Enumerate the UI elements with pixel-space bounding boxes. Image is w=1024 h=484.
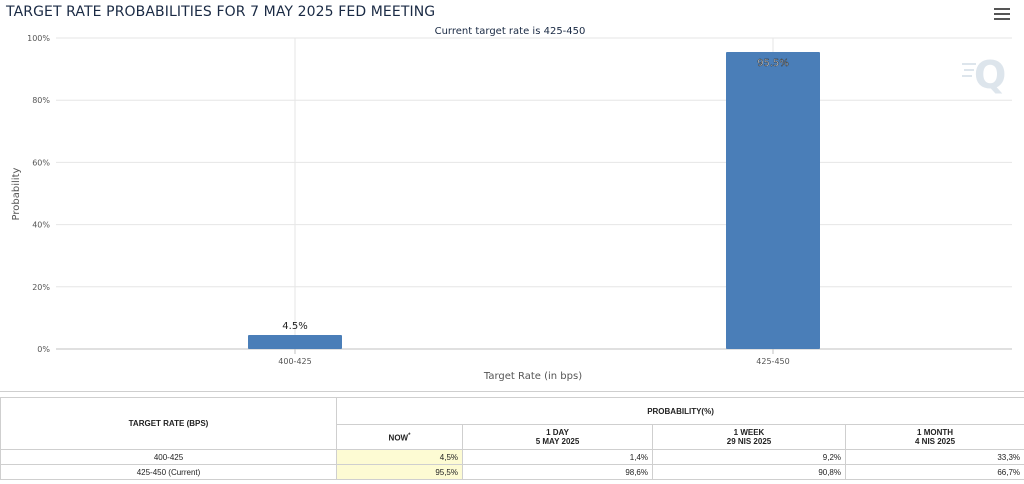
probability-cell: 4,5% <box>336 449 463 465</box>
x-tick-label: 400-425 <box>278 357 311 366</box>
x-tick-label: 425-450 <box>756 357 789 366</box>
period-date: 4 NIS 2025 <box>915 437 956 446</box>
footnote-marker: * <box>408 432 411 439</box>
period-label: 1 DAY <box>546 428 569 437</box>
probability-cell: 95,5% <box>336 464 463 480</box>
period-date: 5 MAY 2025 <box>535 437 580 446</box>
y-tick-label: 40% <box>32 221 50 230</box>
page-title: TARGET RATE PROBABILITIES FOR 7 MAY 2025… <box>6 4 436 20</box>
bar-value-label: 4.5% <box>282 321 307 332</box>
cme-q-logo-icon: Q <box>962 53 1006 97</box>
y-tick-label: 100% <box>27 34 50 43</box>
period-header-2: 1 WEEK 29 NIS 2025 <box>652 424 846 450</box>
period-label: 1 MONTH <box>917 428 954 437</box>
bar-value-label: 95.5% <box>757 58 789 69</box>
probability-cell: 98,6% <box>462 464 653 480</box>
probability-header: PROBABILITY(%) <box>335 397 1024 425</box>
probability-table: TARGET RATE (BPS) PROBABILITY(%) NOW* 1 D… <box>0 397 1024 480</box>
table-row: 400-425 4,5% 1,4% 9,2% 33,3% <box>0 449 1024 465</box>
period-header-3: 1 MONTH 4 NIS 2025 <box>844 424 1024 450</box>
period-date: 29 NIS 2025 <box>726 437 772 446</box>
x-axis-label: Target Rate (in bps) <box>483 371 582 382</box>
probability-cell: 9,2% <box>652 449 846 465</box>
row-label: 400-425 <box>0 449 337 465</box>
hamburger-menu-icon[interactable] <box>994 8 1010 20</box>
bar-chart: Current target rate is 425-450 0% 20% 40% 6… <box>11 26 1012 382</box>
period-label: 1 WEEK <box>733 428 765 437</box>
y-tick-label: 0% <box>37 345 50 354</box>
table-row: 425-450 (Current) 95,5% 98,6% 90,8% 66,7% <box>0 464 1024 480</box>
probability-cell: 1,4% <box>462 449 653 465</box>
y-tick-label: 20% <box>32 283 50 292</box>
row-label: 425-450 (Current) <box>0 464 337 480</box>
bar-400-425[interactable] <box>248 335 342 349</box>
y-tick-label: 60% <box>32 158 50 167</box>
chart-subtitle: Current target rate is 425-450 <box>435 26 586 37</box>
chart-panel: Current target rate is 425-450 0% 20% 40% 6… <box>0 4 1024 392</box>
period-header-0: NOW* <box>336 424 463 450</box>
bar-425-450[interactable] <box>726 51 820 350</box>
target-rate-header: TARGET RATE (BPS) <box>0 397 337 450</box>
svg-text:Q: Q <box>974 53 1006 97</box>
probability-cell: 90,8% <box>652 464 846 480</box>
period-label: NOW <box>388 433 409 443</box>
probability-cell: 33,3% <box>844 449 1024 465</box>
y-axis-label: Probability <box>11 167 22 220</box>
y-tick-label: 80% <box>32 96 50 105</box>
probability-cell: 66,7% <box>844 464 1024 480</box>
period-header-1: 1 DAY 5 MAY 2025 <box>462 424 653 450</box>
